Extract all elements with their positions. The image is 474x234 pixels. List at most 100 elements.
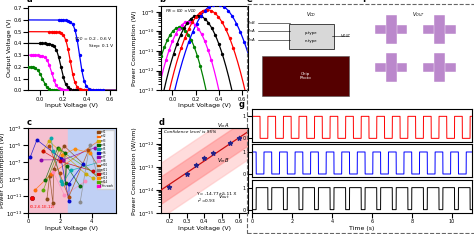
Point <box>201 17 209 21</box>
Point <box>191 15 198 18</box>
Point <box>39 188 47 192</box>
Point <box>211 11 219 15</box>
Point <box>237 30 244 34</box>
Point <box>193 54 201 58</box>
Point <box>65 199 73 203</box>
Point <box>69 88 76 92</box>
Point <box>96 184 104 188</box>
Point <box>55 18 63 22</box>
Point <box>99 180 107 184</box>
Point <box>183 172 191 176</box>
Point <box>55 86 63 90</box>
Point <box>86 143 93 147</box>
Point <box>90 88 97 92</box>
Point <box>175 26 183 29</box>
Point <box>187 17 195 21</box>
Point <box>217 3 224 7</box>
X-axis label: Input Voltage (V): Input Voltage (V) <box>178 103 231 108</box>
Text: (0.2,6.1E-12): (0.2,6.1E-12) <box>29 205 55 209</box>
FancyBboxPatch shape <box>263 56 349 96</box>
Point <box>55 88 63 92</box>
Point <box>25 65 32 69</box>
Point <box>207 9 215 12</box>
Point <box>48 88 55 92</box>
Point <box>58 182 66 186</box>
Point <box>46 144 53 148</box>
Point <box>57 88 65 92</box>
Point <box>76 87 83 91</box>
Point <box>64 88 72 92</box>
Text: $V_{in}B$: $V_{in}B$ <box>246 19 255 27</box>
Point <box>189 20 196 24</box>
Point <box>46 87 53 91</box>
Point <box>78 88 86 92</box>
Text: d: d <box>159 118 165 127</box>
Point <box>76 53 83 57</box>
Point <box>200 9 207 12</box>
Point <box>194 14 202 18</box>
Point <box>57 157 64 160</box>
Point <box>36 54 44 57</box>
Point <box>59 88 67 92</box>
Point <box>90 177 97 180</box>
Point <box>205 21 212 25</box>
Point <box>32 53 39 57</box>
Point <box>222 28 230 31</box>
Point <box>50 88 58 92</box>
Point <box>57 65 65 69</box>
Point <box>56 159 64 163</box>
Point <box>241 40 248 44</box>
Point <box>81 88 88 92</box>
Point <box>41 82 48 85</box>
Point <box>99 88 107 92</box>
Point <box>193 22 201 25</box>
Point <box>36 72 44 76</box>
Point <box>66 88 74 92</box>
Point <box>191 45 198 49</box>
Point <box>55 30 63 34</box>
Bar <box>423 63 456 72</box>
Point <box>66 87 74 91</box>
Point <box>97 88 104 92</box>
Point <box>194 27 202 30</box>
Text: c: c <box>27 118 32 127</box>
Point <box>46 30 53 33</box>
Point <box>91 146 99 150</box>
Point <box>219 52 226 56</box>
Point <box>162 58 170 62</box>
Point <box>76 200 84 204</box>
Point <box>62 88 69 92</box>
Point <box>31 188 39 192</box>
Point <box>184 33 192 37</box>
Y-axis label: Power Consumption (W): Power Consumption (W) <box>132 10 137 86</box>
Point <box>65 182 73 186</box>
Point <box>185 28 192 31</box>
Point <box>198 32 205 36</box>
Y-axis label: $V_{in}B$: $V_{in}B$ <box>217 156 229 165</box>
Point <box>43 197 51 201</box>
Text: $V_{DD}$ = 0.2 - 0.6 V
Step: 0.1 V: $V_{DD}$ = 0.2 - 0.6 V Step: 0.1 V <box>74 35 113 48</box>
Point <box>180 26 188 30</box>
Point <box>89 169 96 173</box>
Point <box>82 84 90 88</box>
Point <box>175 27 183 30</box>
Point <box>185 20 192 23</box>
Point <box>201 9 209 13</box>
Y-axis label: $V_{in}A$: $V_{in}A$ <box>217 121 229 130</box>
Point <box>76 184 83 188</box>
Point <box>41 55 48 59</box>
Point <box>61 193 68 197</box>
Point <box>209 152 217 155</box>
Point <box>164 38 171 42</box>
Point <box>60 144 68 148</box>
Point <box>191 23 199 27</box>
Point <box>66 20 74 24</box>
Text: $P_W = I_{DD}\times V_{DD}$: $P_W = I_{DD}\times V_{DD}$ <box>165 7 197 15</box>
Y-axis label: $V_{out}$: $V_{out}$ <box>218 192 229 201</box>
Point <box>76 88 83 92</box>
Bar <box>386 53 397 82</box>
Point <box>41 42 48 45</box>
Point <box>69 88 76 92</box>
Point <box>184 21 191 25</box>
Point <box>209 3 216 7</box>
